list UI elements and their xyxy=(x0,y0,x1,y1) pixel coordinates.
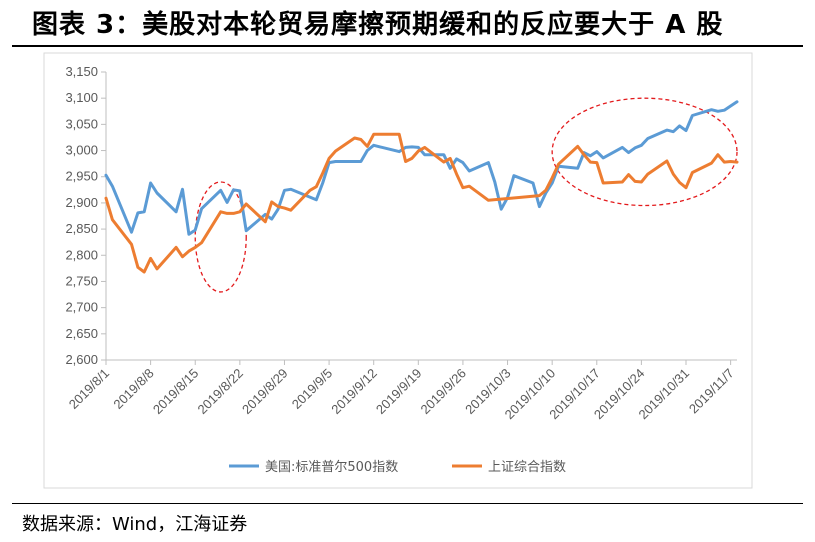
y-tick-label: 2,850 xyxy=(65,221,98,236)
y-tick-label: 2,900 xyxy=(65,195,98,210)
y-tick-label: 3,000 xyxy=(65,143,98,158)
y-tick-label: 2,750 xyxy=(65,273,98,288)
y-tick-label: 2,950 xyxy=(65,169,98,184)
highlight-ellipse-1 xyxy=(194,181,247,293)
y-tick-label: 2,650 xyxy=(65,326,98,341)
chart-frame xyxy=(43,52,753,489)
highlight-ellipse-2 xyxy=(551,97,738,207)
legend-label: 美国:标准普尔500指数 xyxy=(265,460,398,475)
title-rule xyxy=(12,45,803,47)
figure-title: 图表 3：美股对本轮贸易摩擦预期缓和的反应要大于 A 股 xyxy=(32,10,724,40)
y-tick-label: 3,100 xyxy=(65,90,98,105)
legend: 美国:标准普尔500指数 上证综合指数 xyxy=(229,460,566,475)
y-tick-label: 2,600 xyxy=(65,352,98,367)
series-lines xyxy=(104,100,739,274)
shanghai-composite-series-line xyxy=(104,132,739,274)
y-tick-label: 2,700 xyxy=(65,300,98,315)
y-tick-label: 3,050 xyxy=(65,116,98,131)
sp500-series-line xyxy=(104,100,739,236)
source-note: 数据来源：Wind，江海证券 xyxy=(22,514,248,535)
y-tick-label: 2,800 xyxy=(65,247,98,262)
y-tick-label: 3,150 xyxy=(65,64,98,79)
source-rule xyxy=(12,503,803,504)
line-chart: 2,600 2,650 2,700 2,750 2,800 2,850 2,900 2,950… xyxy=(43,52,753,489)
annotations xyxy=(194,97,738,293)
legend-label: 上证综合指数 xyxy=(488,460,566,475)
